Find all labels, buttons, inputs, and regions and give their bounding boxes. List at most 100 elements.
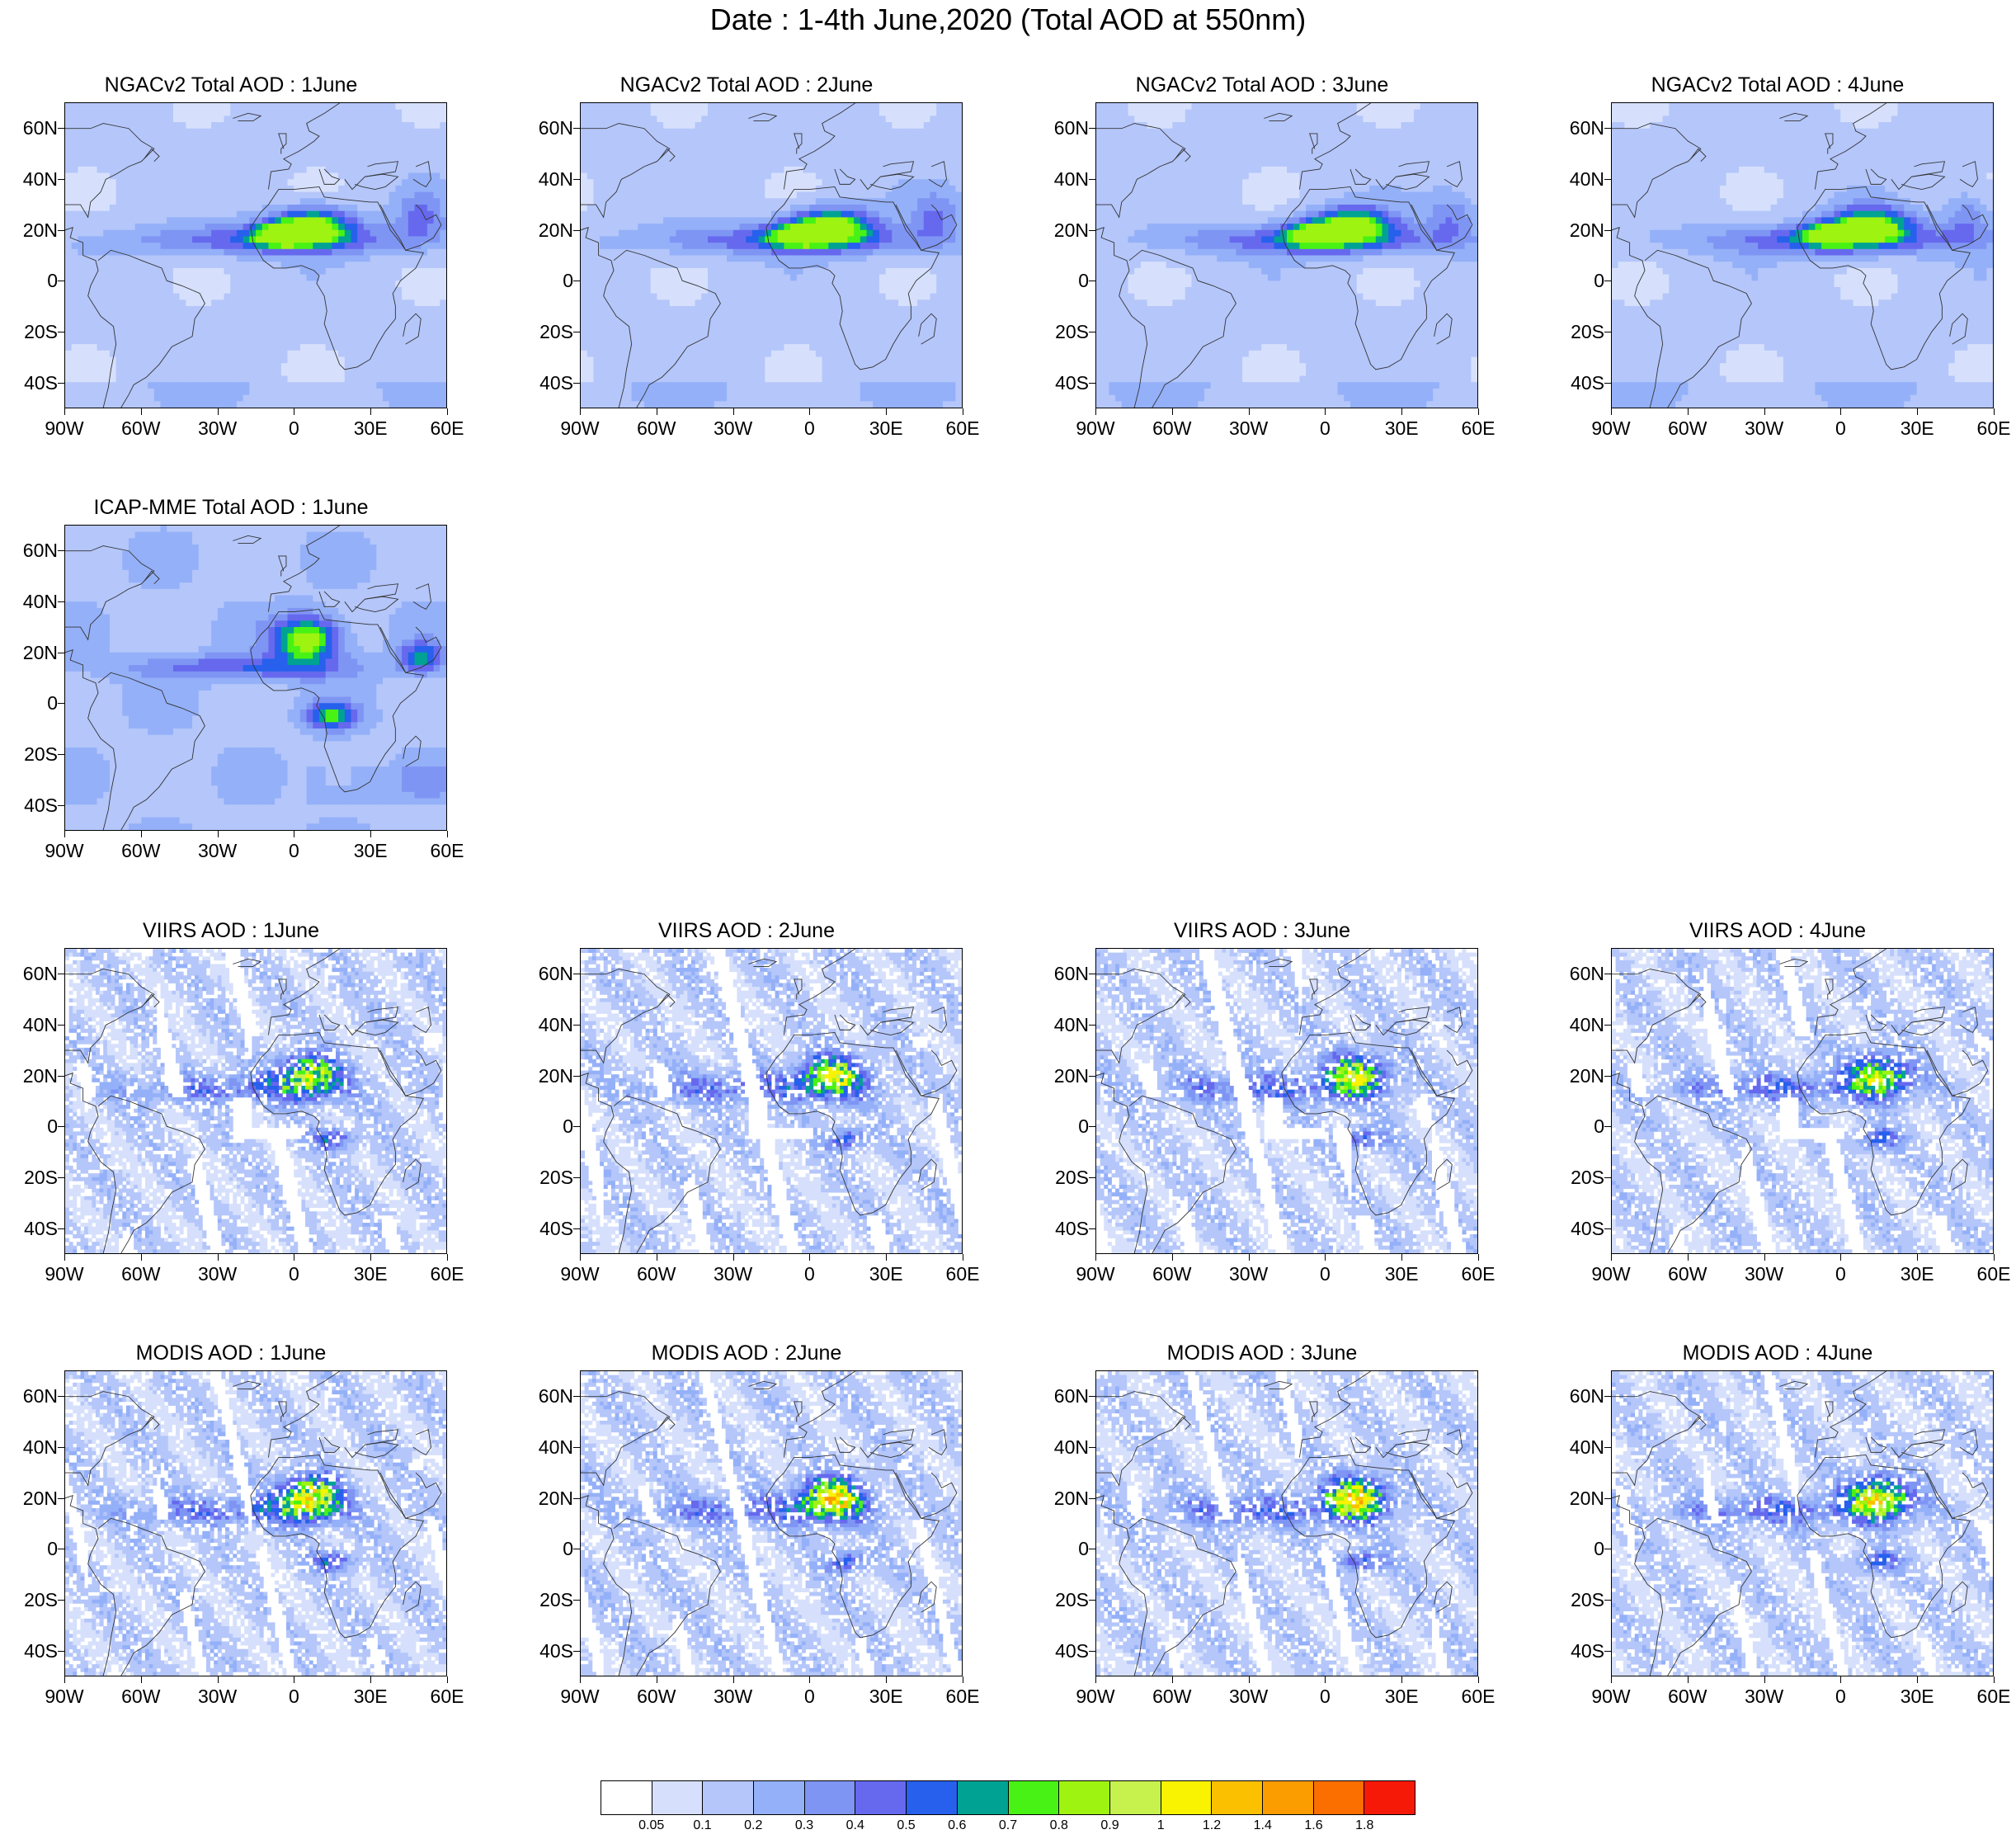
- aod-cell: [288, 376, 294, 383]
- aod-cell: [434, 224, 440, 230]
- aod-cell: [148, 313, 154, 319]
- aod-cell: [294, 249, 300, 256]
- aod-cell: [587, 256, 594, 262]
- aod-cell: [860, 217, 867, 224]
- aod-cell: [78, 389, 84, 395]
- aod-cell: [911, 153, 917, 160]
- aod-cell: [218, 401, 224, 408]
- aod-cell: [262, 395, 269, 402]
- aod-cell: [911, 134, 917, 141]
- aod-cell: [434, 313, 440, 319]
- aod-cell: [936, 129, 943, 135]
- aod-cell: [701, 205, 708, 211]
- aod-cell: [135, 389, 142, 395]
- aod-cell: [663, 116, 670, 122]
- aod-cell: [351, 160, 358, 167]
- aod-cell: [924, 256, 930, 262]
- aod-cell: [619, 318, 625, 325]
- aod-cell: [307, 134, 313, 141]
- aod-cell: [345, 167, 351, 173]
- aod-cell: [746, 116, 752, 122]
- aod-cell: [714, 230, 721, 237]
- aod-cell: [421, 389, 427, 395]
- aod-cell: [249, 116, 256, 122]
- aod-cell: [682, 122, 689, 129]
- aod-cell: [224, 211, 230, 218]
- aod-cell: [205, 318, 211, 325]
- aod-cell: [300, 153, 307, 160]
- aod-cell: [192, 299, 199, 306]
- aod-cell: [230, 351, 237, 357]
- aod-cell: [383, 230, 389, 237]
- aod-cell: [78, 351, 84, 357]
- aod-cell: [224, 224, 230, 230]
- aod-cell: [78, 306, 84, 313]
- aod-cell: [803, 249, 810, 256]
- aod-cell: [593, 211, 600, 218]
- aod-cell: [644, 211, 651, 218]
- aod-cell: [854, 275, 860, 281]
- aod-cell: [917, 160, 924, 167]
- aod-cell: [619, 268, 625, 275]
- aod-cell: [338, 249, 345, 256]
- aod-cell: [440, 370, 446, 376]
- aod-cell: [211, 148, 218, 154]
- aod-cell: [256, 351, 262, 357]
- aod-cell: [141, 186, 148, 192]
- aod-cell: [288, 103, 294, 110]
- aod-cell: [879, 186, 886, 192]
- aod-cell: [186, 281, 192, 287]
- aod-cell: [230, 382, 237, 389]
- aod-cell: [148, 217, 154, 224]
- aod-cell: [421, 281, 427, 287]
- aod-cell: [288, 167, 294, 173]
- aod-cell: [364, 313, 370, 319]
- aod-cell: [708, 294, 714, 300]
- aod-cell: [148, 376, 154, 383]
- aod-cell: [218, 116, 224, 122]
- aod-cell: [816, 281, 822, 287]
- aod-cell: [389, 153, 396, 160]
- aod-cell: [230, 256, 237, 262]
- aod-cell: [173, 173, 180, 180]
- aod-cell: [651, 173, 657, 180]
- aod-cell: [218, 224, 224, 230]
- aod-cell: [224, 262, 230, 268]
- aod-cell: [262, 389, 269, 395]
- aod-cell: [651, 192, 657, 199]
- aod-cell: [911, 186, 917, 192]
- aod-cell: [154, 306, 161, 313]
- aod-cell: [746, 122, 752, 129]
- aod-cell: [414, 116, 421, 122]
- aod-cell: [434, 268, 440, 275]
- aod-cell: [237, 243, 243, 249]
- aod-cell: [784, 236, 790, 243]
- aod-cell: [898, 179, 905, 186]
- aod-cell: [154, 268, 161, 275]
- aod-cell: [949, 205, 956, 211]
- aod-cell: [440, 256, 446, 262]
- aod-cell: [65, 134, 72, 141]
- aod-cell: [173, 275, 180, 281]
- aod-cell: [288, 281, 294, 287]
- aod-cell: [632, 192, 638, 199]
- aod-cell: [364, 103, 370, 110]
- aod-cell: [886, 167, 893, 173]
- aod-cell: [879, 275, 886, 281]
- aod-cell: [733, 281, 740, 287]
- aod-cell: [300, 332, 307, 338]
- aod-cell: [778, 186, 784, 192]
- aod-cell: [917, 186, 924, 192]
- aod-cell: [797, 306, 803, 313]
- aod-cell: [854, 224, 860, 230]
- aod-cell: [135, 337, 142, 344]
- aod-cell: [186, 198, 192, 205]
- aod-cell: [237, 192, 243, 199]
- aod-cell: [434, 141, 440, 148]
- aod-cell: [790, 236, 797, 243]
- aod-cell: [434, 186, 440, 192]
- aod-cell: [148, 160, 154, 167]
- aod-cell: [873, 134, 879, 141]
- aod-cell: [319, 395, 326, 402]
- aod-cell: [886, 198, 893, 205]
